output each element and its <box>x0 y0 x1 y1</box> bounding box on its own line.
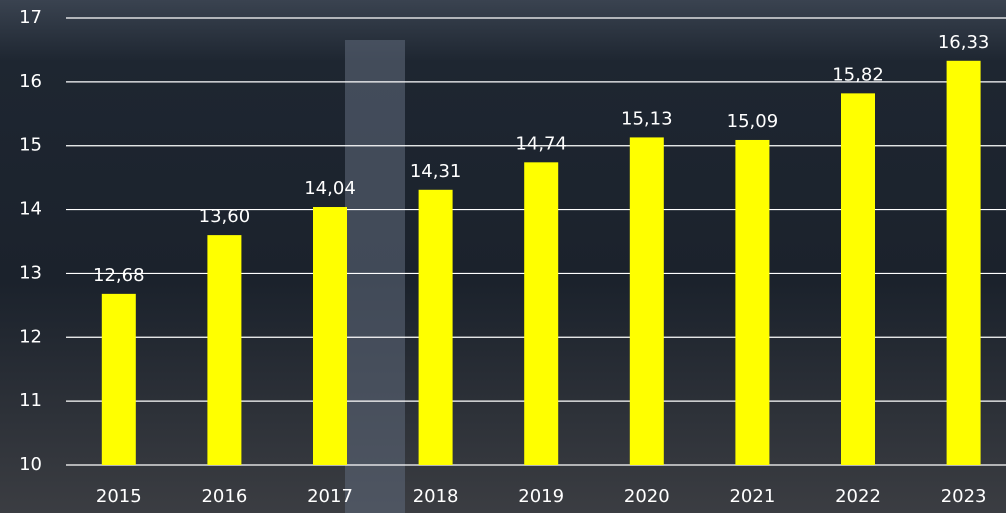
y-tick-label: 16 <box>19 71 42 92</box>
data-label: 14,31 <box>410 161 462 182</box>
y-tick-label: 12 <box>19 326 42 347</box>
bar <box>735 139 770 465</box>
data-label: 15,13 <box>621 108 673 129</box>
data-label: 15,09 <box>727 111 779 132</box>
y-tick-label: 15 <box>19 135 42 156</box>
y-tick-label: 14 <box>19 199 42 220</box>
data-label: 14,04 <box>304 178 356 199</box>
x-tick-label: 2019 <box>518 486 564 507</box>
y-tick-label: 11 <box>19 390 42 411</box>
background-pillar <box>345 40 405 513</box>
data-label: 16,33 <box>938 32 990 53</box>
y-tick-label: 13 <box>19 262 42 283</box>
data-label: 12,68 <box>93 265 145 286</box>
x-tick-label: 2020 <box>624 486 670 507</box>
x-tick-label: 2023 <box>941 486 987 507</box>
x-tick-label: 2017 <box>307 486 353 507</box>
x-tick-label: 2018 <box>413 486 459 507</box>
data-label: 13,60 <box>199 206 251 227</box>
x-tick-label: 2021 <box>729 486 775 507</box>
x-tick-label: 2016 <box>201 486 247 507</box>
bar <box>313 207 347 465</box>
data-label: 15,82 <box>832 64 884 85</box>
bar <box>629 137 664 466</box>
y-tick-label: 17 <box>19 7 42 28</box>
x-tick-label: 2015 <box>96 486 142 507</box>
bar <box>418 189 453 466</box>
x-tick-label: 2022 <box>835 486 881 507</box>
bar <box>101 293 136 465</box>
data-label: 14,74 <box>515 133 567 154</box>
bar <box>524 162 559 465</box>
bar <box>946 60 981 465</box>
bar <box>841 93 875 465</box>
y-tick-label: 10 <box>19 454 42 475</box>
bar <box>207 235 242 465</box>
